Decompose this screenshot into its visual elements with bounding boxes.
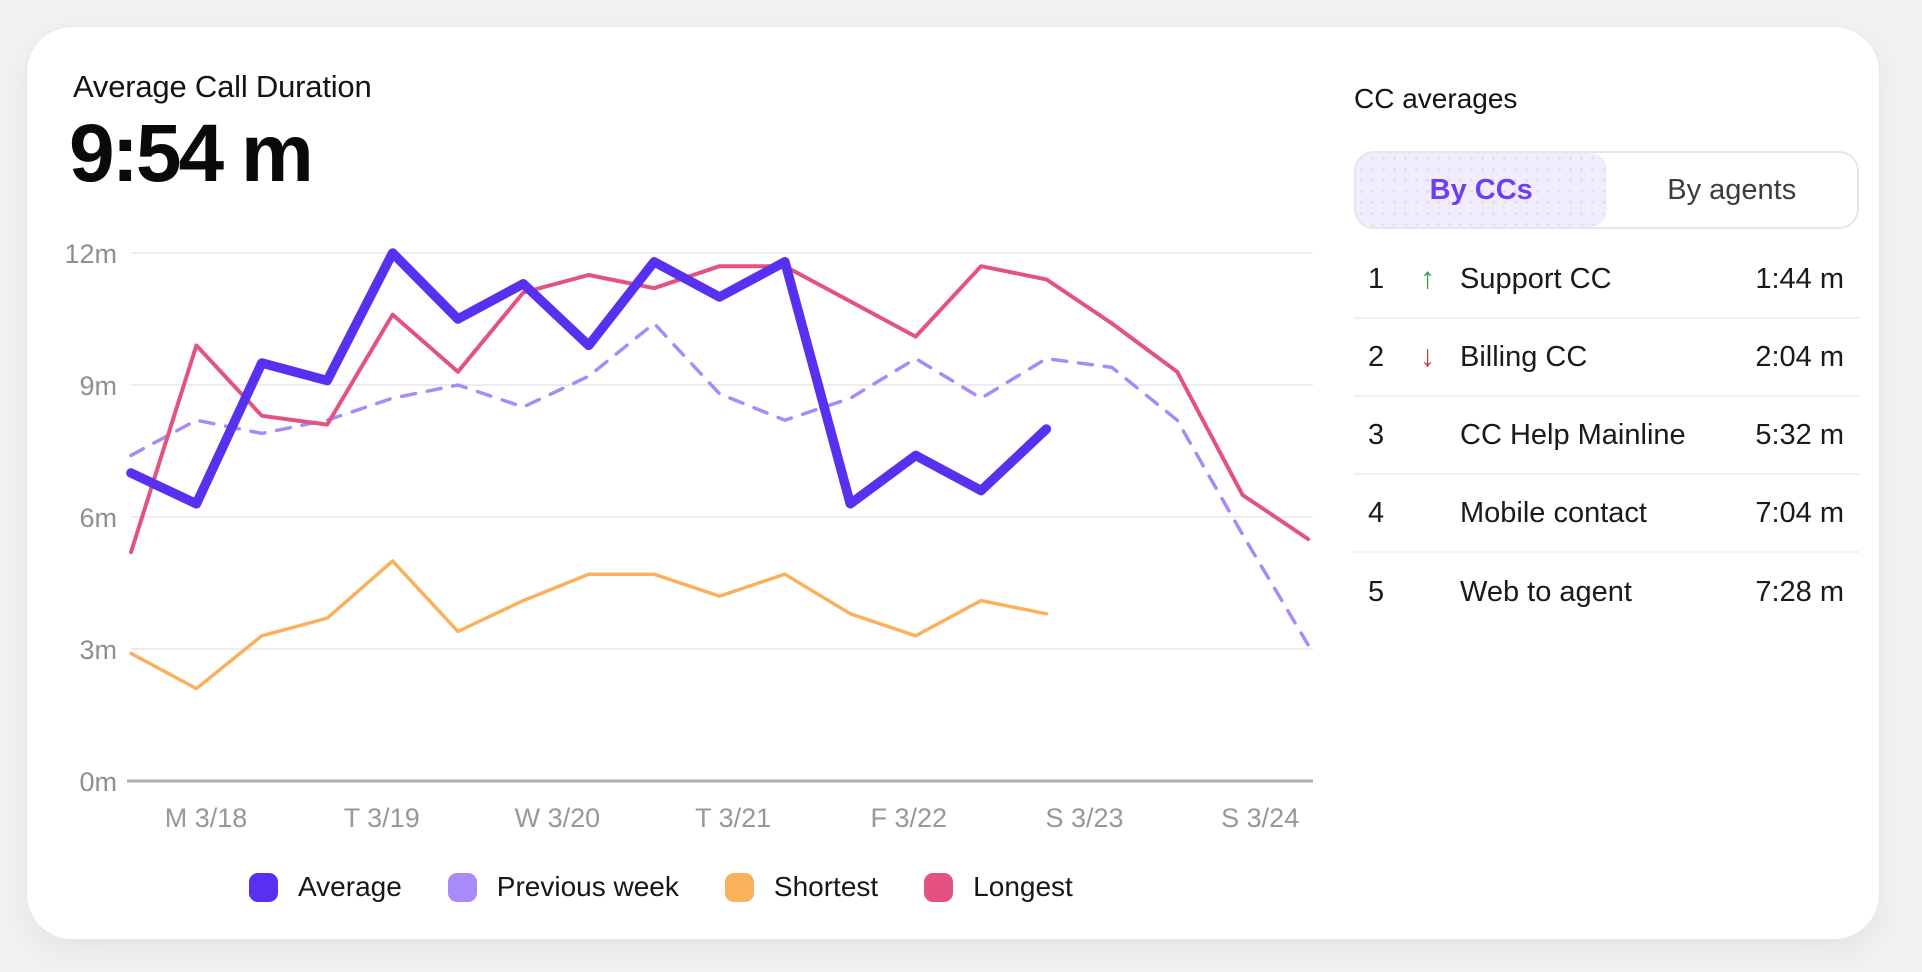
call-duration-line-chart: 12m 9m 6m 3m 0m M 3/18 T 3/19 W 3/20 T 3/21 F 3/2…	[64, 239, 1313, 833]
cc-name: Support CC	[1460, 262, 1612, 295]
x-axis-tick: S 3/23	[1045, 803, 1123, 833]
y-axis-tick: 0m	[79, 767, 117, 797]
y-axis-tick: 3m	[79, 635, 117, 665]
tab-by-agents[interactable]: By agents	[1607, 153, 1858, 227]
legend-item-average[interactable]: Average	[249, 871, 402, 903]
cc-rank: 1	[1368, 262, 1385, 295]
series-line-previous-week	[129, 321, 1310, 647]
cc-name: Billing CC	[1460, 340, 1588, 373]
cc-average-value: 2:04 m	[1755, 340, 1844, 373]
cc-rank: 2	[1368, 340, 1385, 373]
cc-name: CC Help Mainline	[1460, 418, 1686, 451]
legend-label: Average	[298, 871, 402, 902]
legend-color-chip	[724, 872, 754, 902]
legend-label: Shortest	[773, 871, 879, 902]
panel-title: CC averages	[1354, 83, 1518, 114]
cc-row[interactable]: 2 ↓ Billing CC 2:04 m	[1354, 319, 1859, 397]
cc-average-value: 5:32 m	[1755, 418, 1844, 451]
cc-rank: 4	[1368, 496, 1385, 529]
tab-group: By CCs By agents	[1354, 151, 1859, 229]
legend-item-shortest[interactable]: Shortest	[724, 871, 879, 903]
legend-color-chip	[249, 872, 278, 902]
legend-color-chip	[447, 872, 477, 902]
y-axis-tick: 12m	[64, 239, 117, 269]
trend-down-icon: ↓	[1420, 340, 1435, 373]
trend-up-icon: ↑	[1420, 262, 1435, 295]
legend-label: Longest	[973, 871, 1073, 902]
cc-average-value: 7:28 m	[1755, 575, 1844, 608]
legend-item-longest[interactable]: Longest	[924, 871, 1073, 903]
cc-row[interactable]: 1 ↑ Support CC 1:44 m	[1354, 241, 1859, 319]
cc-average-value: 1:44 m	[1755, 262, 1844, 295]
x-axis-tick: F 3/22	[871, 803, 948, 833]
tab-by-ccs[interactable]: By CCs	[1356, 153, 1607, 227]
cc-list: 1 ↑ Support CC 1:44 m 2 ↓ Billing CC 2:04 m 3 CC …	[1354, 241, 1859, 631]
legend-color-chip	[924, 872, 954, 902]
chart-legend: Average Previous week Shortest Longest	[249, 865, 1073, 909]
x-axis-tick: T 3/21	[695, 803, 771, 833]
x-axis-tick: W 3/20	[515, 803, 601, 833]
average-duration-value: 9:54 m	[69, 108, 314, 199]
legend-item-previous-week[interactable]: Previous week	[447, 871, 679, 903]
series-line-longest	[129, 264, 1310, 555]
cc-name: Mobile contact	[1460, 496, 1647, 529]
series-line-average	[126, 248, 1052, 509]
cc-row[interactable]: 3 CC Help Mainline 5:32 m	[1354, 397, 1859, 475]
y-axis-tick: 9m	[79, 371, 117, 401]
cc-average-value: 7:04 m	[1755, 496, 1844, 529]
dashboard-card: Average Call Duration 9:54 m 12m 9m 6m 3m 0m…	[26, 26, 1880, 940]
y-axis-tick: 6m	[79, 503, 117, 533]
cc-row[interactable]: 5 Web to agent 7:28 m	[1354, 553, 1859, 631]
x-axis-tick: S 3/24	[1221, 803, 1299, 833]
chart-title: Average Call Duration	[73, 69, 372, 104]
cc-name: Web to agent	[1460, 575, 1632, 608]
cc-rank: 5	[1368, 575, 1385, 608]
series-line-shortest	[129, 559, 1049, 691]
x-axis-tick: T 3/19	[344, 803, 420, 833]
x-axis-tick: M 3/18	[165, 803, 248, 833]
cc-averages-panel: CC averages By CCs By agents 1 ↑ Support CC…	[1354, 27, 1859, 939]
cc-rank: 3	[1368, 418, 1385, 451]
legend-label: Previous week	[496, 871, 679, 902]
cc-row[interactable]: 4 Mobile contact 7:04 m	[1354, 475, 1859, 553]
